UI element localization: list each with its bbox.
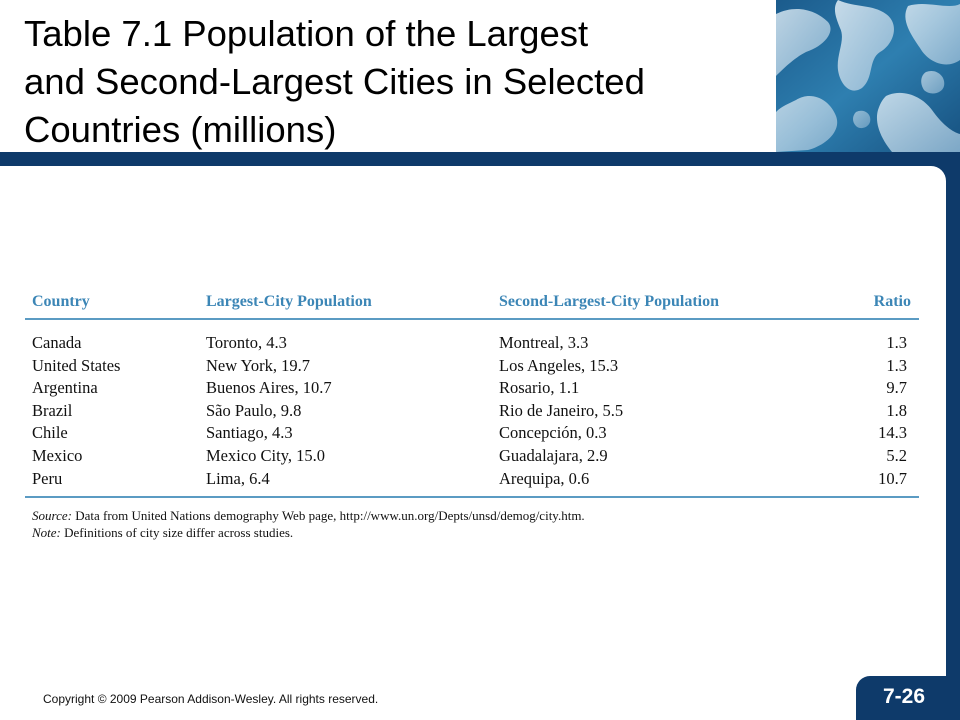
cell-ratio: 5.2 [886,445,907,465]
cell-second-city: Los Angeles, 15.3 [499,355,619,375]
header-band [0,152,960,166]
cell-country: Mexico [32,445,83,465]
header-second-largest-city: Second-Largest-City Population [499,288,819,320]
decorative-globe-image [776,0,960,152]
source-label: Source: [32,508,72,523]
page-number-badge [856,676,946,720]
cell-largest-city: Lima, 6.4 [206,467,499,499]
table-footnotes: Source: Data from United Nations demogra… [32,507,912,541]
table-header-row: Country Largest-City Population Second-L… [25,288,919,320]
cell-second-city: Concepción, 0.3 [499,423,607,443]
source-text: Data from United Nations demography Web … [71,508,585,523]
table-row: Peru Lima, 6.4 Arequipa, 0.6 10.7 [25,467,919,499]
cell-country: Brazil [32,400,73,420]
cell-second-city: Rio de Janeiro, 5.5 [499,400,624,420]
table-row: Argentina Buenos Aires, 10.7 Rosario, 1.… [25,377,919,400]
population-table: Country Largest-City Population Second-L… [25,288,919,499]
cell-country: Peru [25,467,206,499]
definition-note: Note: Definitions of city size differ ac… [32,524,912,541]
cell-ratio: 1.3 [886,333,907,352]
cell-ratio: 9.7 [886,378,907,398]
cell-largest-city: Buenos Aires, 10.7 [206,378,332,398]
cell-second-city: Arequipa, 0.6 [499,467,819,499]
right-frame [946,152,960,720]
cell-largest-city: Mexico City, 15.0 [206,445,326,465]
slide-title: Table 7.1 Population of the Largest and … [24,10,774,154]
cell-second-city: Montreal, 3.3 [499,333,589,352]
cell-largest-city: São Paulo, 9.8 [206,400,302,420]
cell-second-city: Rosario, 1.1 [499,378,580,398]
cell-country: Argentina [32,378,98,398]
header-largest-city: Largest-City Population [206,288,499,320]
page-number: 7-26 [883,685,926,708]
source-note: Source: Data from United Nations demogra… [32,507,912,524]
cell-country: Canada [32,333,82,352]
cell-ratio: 14.3 [878,423,907,443]
note-text: Definitions of city size differ across s… [60,525,294,540]
cell-largest-city: Santiago, 4.3 [206,423,293,443]
copyright-notice: Copyright © 2009 Pearson Addison-Wesley.… [43,692,379,706]
table-row: Canada Toronto, 4.3 Montreal, 3.3 1.3 [25,319,919,355]
cell-second-city: Guadalajara, 2.9 [499,445,608,465]
cell-largest-city: New York, 19.7 [206,355,311,375]
table-row: Chile Santiago, 4.3 Concepción, 0.3 14.3 [25,422,919,445]
title-line-1: Table 7.1 Population of the Largest [24,13,589,54]
cell-ratio: 1.3 [886,355,907,375]
table-row: Mexico Mexico City, 15.0 Guadalajara, 2.… [25,445,919,468]
cell-country: United States [32,355,121,375]
title-line-3: Countries (millions) [24,109,337,150]
table-row: Brazil São Paulo, 9.8 Rio de Janeiro, 5.… [25,400,919,423]
note-label: Note: [32,525,61,540]
table-row: United States New York, 19.7 Los Angeles… [25,355,919,378]
header-country: Country [25,288,206,320]
cell-ratio: 1.8 [886,400,907,420]
title-line-2: and Second-Largest Cities in Selected [24,61,645,102]
cell-largest-city: Toronto, 4.3 [206,333,287,352]
cell-ratio: 10.7 [819,467,919,499]
cell-country: Chile [32,423,68,443]
header-ratio: Ratio [819,288,919,320]
